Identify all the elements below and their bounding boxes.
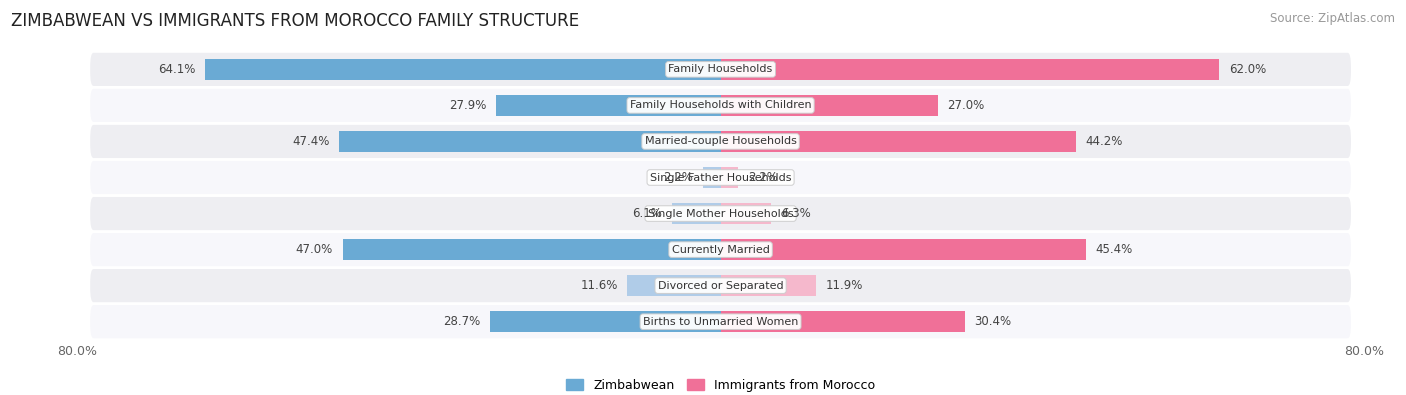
Text: 30.4%: 30.4%: [974, 315, 1012, 328]
Text: 2.2%: 2.2%: [664, 171, 693, 184]
Text: 2.2%: 2.2%: [748, 171, 778, 184]
FancyBboxPatch shape: [90, 197, 1351, 230]
FancyBboxPatch shape: [90, 269, 1351, 302]
Text: 6.3%: 6.3%: [780, 207, 811, 220]
Bar: [721, 239, 1085, 260]
Text: ZIMBABWEAN VS IMMIGRANTS FROM MOROCCO FAMILY STRUCTURE: ZIMBABWEAN VS IMMIGRANTS FROM MOROCCO FA…: [11, 12, 579, 30]
Text: 44.2%: 44.2%: [1085, 135, 1123, 148]
Text: Currently Married: Currently Married: [672, 245, 769, 255]
FancyBboxPatch shape: [90, 161, 1351, 194]
Bar: [205, 59, 721, 80]
Text: Married-couple Households: Married-couple Households: [644, 136, 797, 147]
Legend: Zimbabwean, Immigrants from Morocco: Zimbabwean, Immigrants from Morocco: [561, 374, 880, 395]
FancyBboxPatch shape: [90, 233, 1351, 266]
Bar: [721, 275, 817, 296]
Bar: [721, 167, 738, 188]
Bar: [339, 131, 721, 152]
Text: 47.4%: 47.4%: [292, 135, 330, 148]
Text: Single Mother Households: Single Mother Households: [648, 209, 793, 218]
Text: 62.0%: 62.0%: [1229, 63, 1265, 76]
Bar: [721, 95, 938, 116]
Bar: [703, 167, 721, 188]
Text: 28.7%: 28.7%: [443, 315, 481, 328]
FancyBboxPatch shape: [90, 53, 1351, 86]
Bar: [627, 275, 721, 296]
Text: 64.1%: 64.1%: [157, 63, 195, 76]
Text: Single Father Households: Single Father Households: [650, 173, 792, 182]
Text: Source: ZipAtlas.com: Source: ZipAtlas.com: [1270, 12, 1395, 25]
FancyBboxPatch shape: [90, 89, 1351, 122]
Text: 11.9%: 11.9%: [825, 279, 863, 292]
Bar: [343, 239, 721, 260]
Text: 45.4%: 45.4%: [1095, 243, 1132, 256]
Bar: [672, 203, 721, 224]
Bar: [721, 59, 1219, 80]
Text: 11.6%: 11.6%: [581, 279, 617, 292]
Bar: [721, 311, 965, 332]
Bar: [496, 95, 721, 116]
Text: 47.0%: 47.0%: [295, 243, 333, 256]
FancyBboxPatch shape: [90, 305, 1351, 338]
Bar: [489, 311, 721, 332]
Bar: [721, 131, 1076, 152]
Text: 6.1%: 6.1%: [633, 207, 662, 220]
Text: 27.9%: 27.9%: [450, 99, 486, 112]
Bar: [721, 203, 772, 224]
FancyBboxPatch shape: [90, 125, 1351, 158]
Text: 27.0%: 27.0%: [948, 99, 984, 112]
Text: Family Households with Children: Family Households with Children: [630, 100, 811, 111]
Text: Births to Unmarried Women: Births to Unmarried Women: [643, 317, 799, 327]
Text: Family Households: Family Households: [668, 64, 773, 74]
Text: Divorced or Separated: Divorced or Separated: [658, 280, 783, 291]
